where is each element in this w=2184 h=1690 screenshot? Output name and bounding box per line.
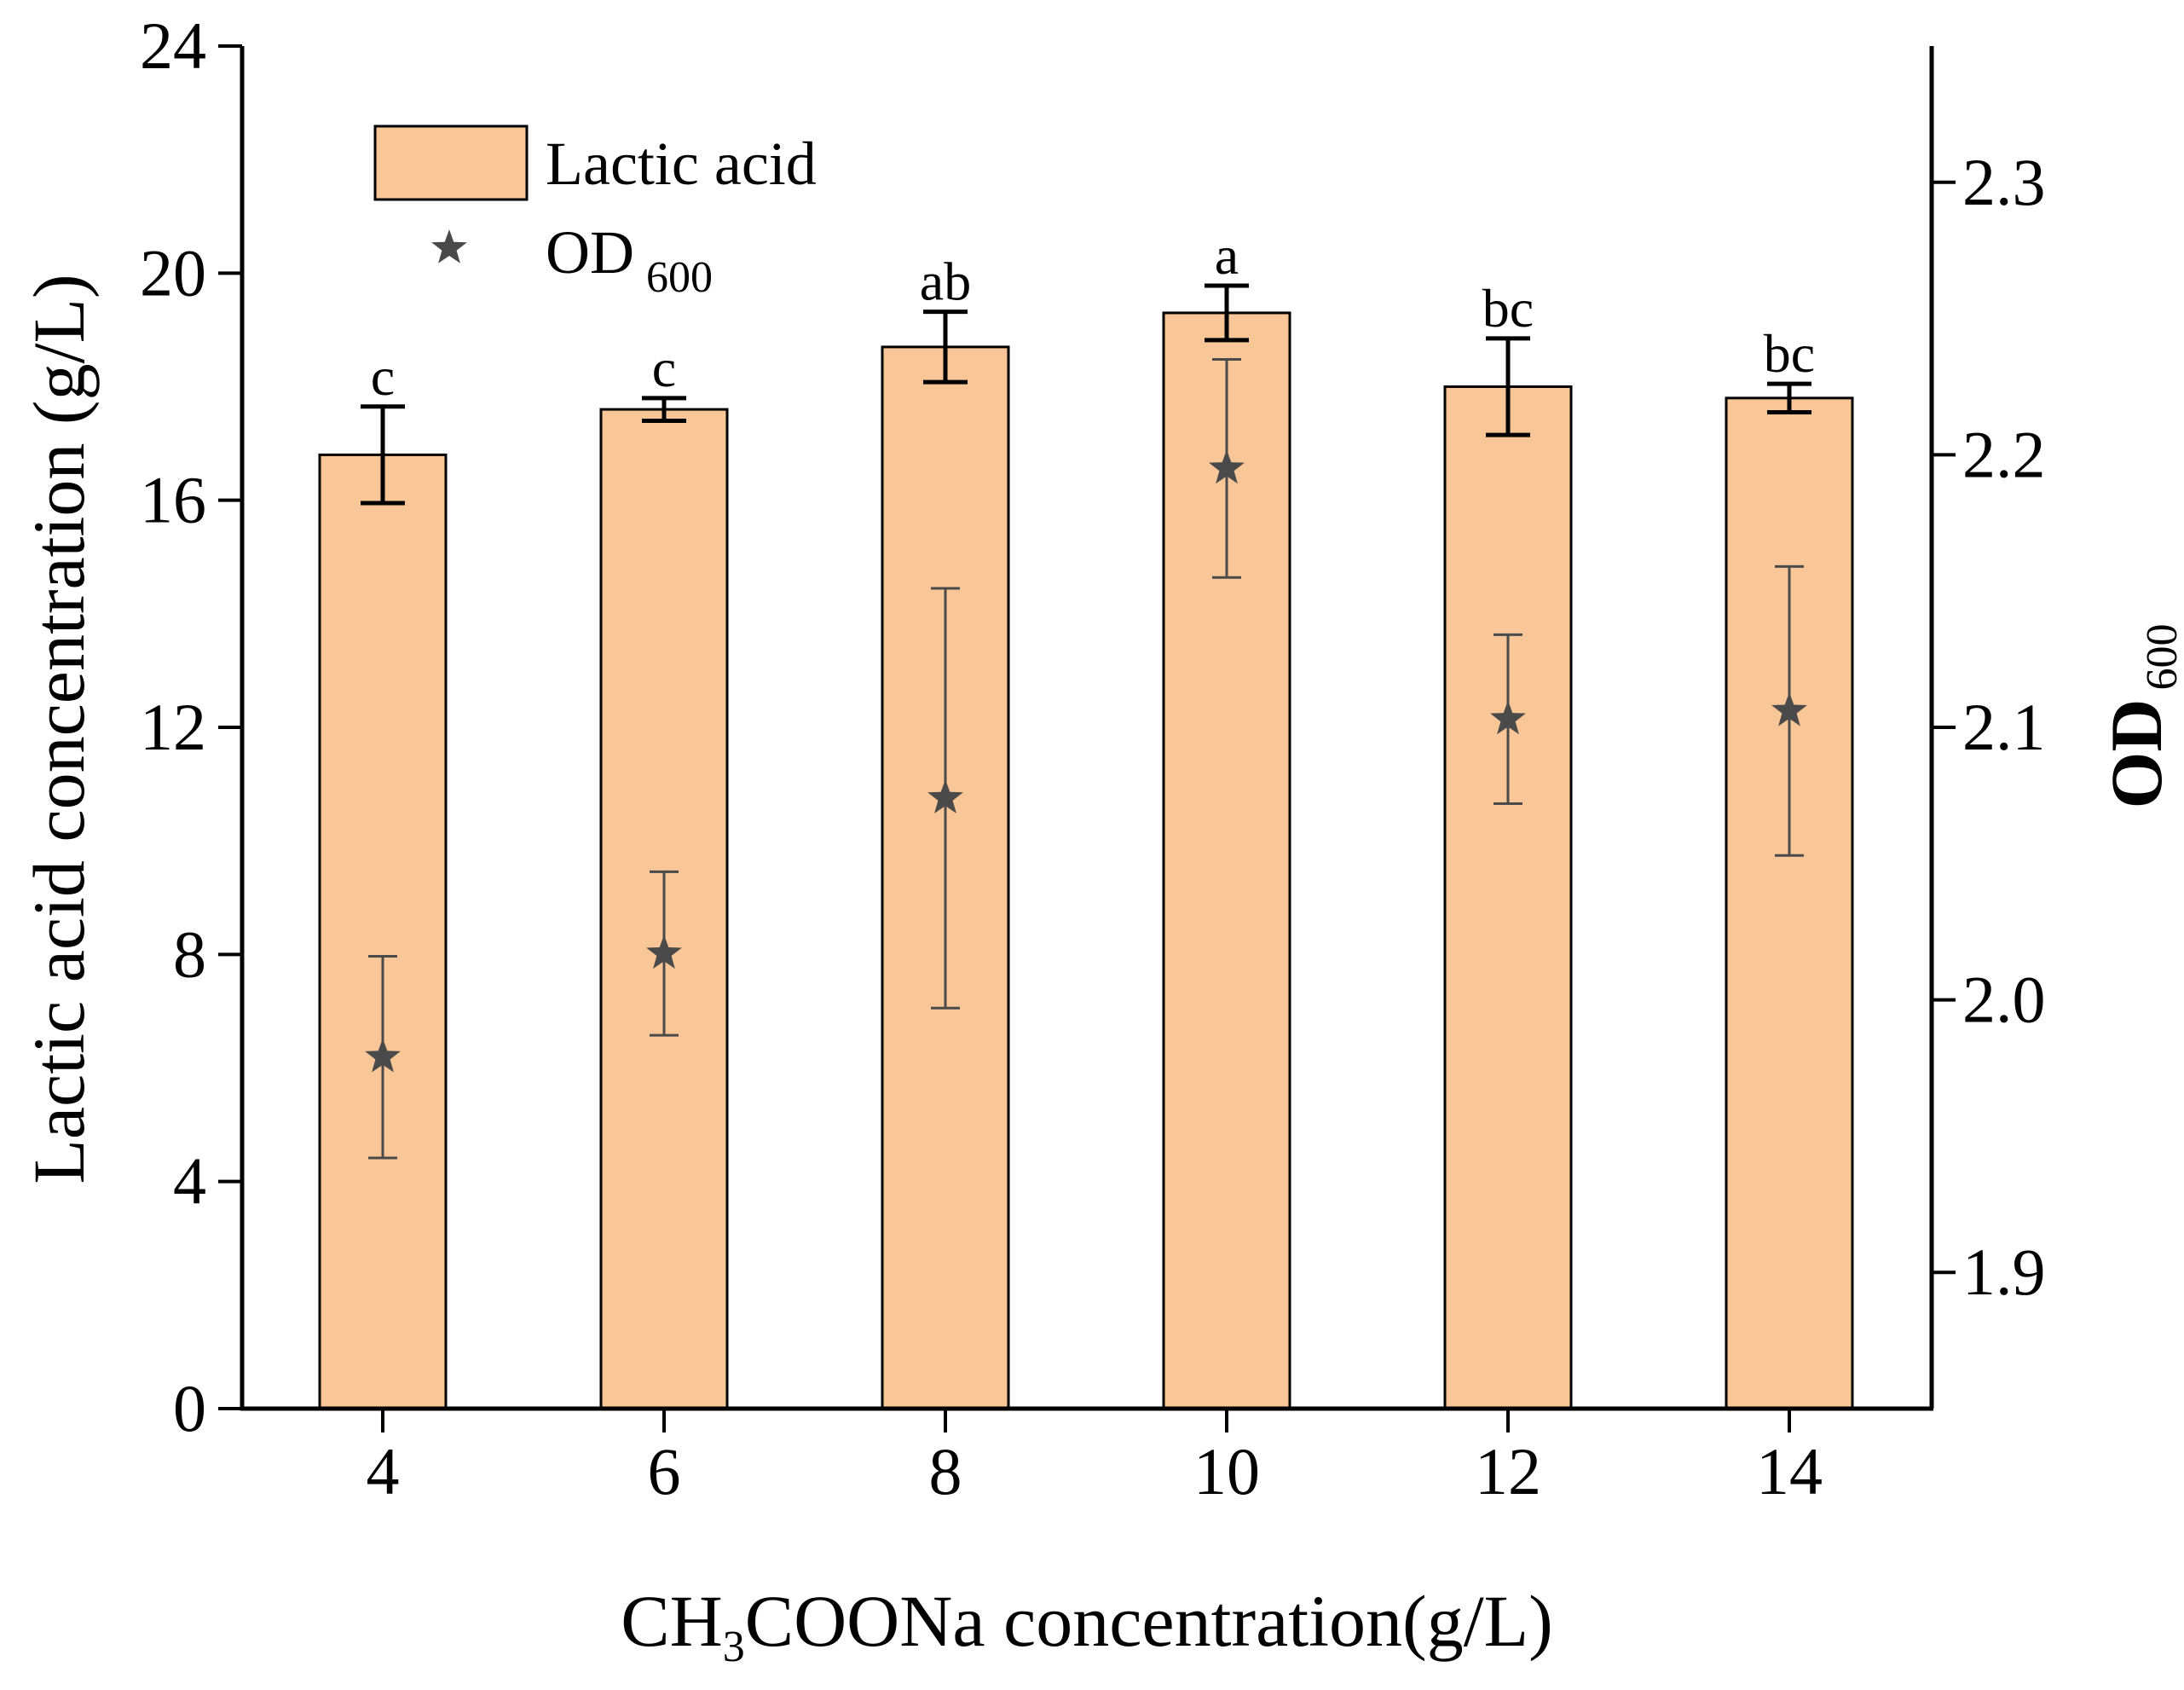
significance-label-6: c bbox=[652, 338, 676, 398]
y2-tick-label-2.1: 2.1 bbox=[1962, 690, 2046, 764]
ticks-layer: 0 4 8 12 16 20 24 1.9 2.0 2.1 2.2 2.3 4 6 8 10 12 14 bbox=[140, 9, 2046, 1508]
legend-star-marker bbox=[431, 229, 467, 263]
x-axis-title-pre: CH bbox=[621, 1580, 722, 1662]
bar-4 bbox=[318, 453, 448, 1410]
bars-layer bbox=[318, 311, 1854, 1410]
y-tick-label-12: 12 bbox=[140, 690, 206, 764]
x-axis-title-post: COONa concentration(g/L) bbox=[745, 1580, 1553, 1662]
legend-bar-swatch bbox=[373, 124, 529, 201]
od-star-8 bbox=[927, 779, 963, 813]
x-tick-label-12: 12 bbox=[1475, 1434, 1541, 1508]
significance-label-4: c bbox=[371, 346, 395, 407]
bar-12 bbox=[1443, 385, 1573, 1410]
significance-label-12: bc bbox=[1482, 278, 1534, 339]
x-tick-label-10: 10 bbox=[1193, 1434, 1260, 1508]
bar-14 bbox=[1725, 396, 1854, 1410]
legend-star-label-sub: 600 bbox=[646, 253, 713, 302]
significance-label-14: bc bbox=[1764, 323, 1815, 384]
x-tick-label-4: 4 bbox=[367, 1434, 400, 1508]
y-tick-label-20: 20 bbox=[140, 235, 206, 310]
x-tick-label-6: 6 bbox=[648, 1434, 681, 1508]
y2-tick-label-2.0: 2.0 bbox=[1962, 963, 2046, 1037]
lactic-error-bars-layer bbox=[361, 283, 1811, 506]
od-star-10 bbox=[1209, 449, 1245, 484]
significance-labels-layer: c c ab a bc bc bbox=[371, 225, 1815, 407]
y2-axis-title: OD 600 bbox=[2095, 624, 2184, 809]
x-tick-label-14: 14 bbox=[1756, 1434, 1823, 1508]
y2-axis-title-main: OD bbox=[2095, 699, 2177, 809]
significance-label-10: a bbox=[1215, 225, 1239, 286]
od-star-4 bbox=[365, 1038, 401, 1073]
od-star-12 bbox=[1490, 700, 1526, 735]
axes-layer bbox=[240, 46, 1934, 1411]
x-axis-title: CH3COONa concentration(g/L) bbox=[621, 1580, 1553, 1671]
y-tick-label-0: 0 bbox=[173, 1371, 206, 1445]
y2-tick-label-2.2: 2.2 bbox=[1962, 417, 2046, 491]
y2-tick-label-2.3: 2.3 bbox=[1962, 145, 2046, 219]
od-star-14 bbox=[1771, 692, 1807, 726]
significance-label-8: ab bbox=[920, 252, 971, 312]
x-axis-title-sub: 3 bbox=[723, 1623, 745, 1671]
y-tick-label-24: 24 bbox=[140, 9, 206, 83]
legend-star-label: OD 600 bbox=[546, 218, 713, 302]
od-error-bars-layer bbox=[368, 358, 1804, 1160]
y2-axis-title-sub: 600 bbox=[2138, 624, 2184, 691]
legend: Lactic acid OD 600 bbox=[373, 124, 817, 302]
od-stars-layer bbox=[365, 449, 1807, 1073]
od-star-6 bbox=[646, 935, 682, 969]
legend-star-label-main: OD bbox=[546, 218, 634, 286]
y-tick-label-16: 16 bbox=[140, 463, 206, 537]
y-tick-label-4: 4 bbox=[173, 1144, 206, 1218]
y-axis-title: Lactic acid concentration (g/L) bbox=[18, 274, 100, 1184]
x-tick-label-8: 8 bbox=[929, 1434, 962, 1508]
y2-tick-label-1.9: 1.9 bbox=[1962, 1235, 2046, 1309]
y-tick-label-8: 8 bbox=[173, 917, 206, 991]
legend-bar-label: Lactic acid bbox=[546, 130, 817, 198]
